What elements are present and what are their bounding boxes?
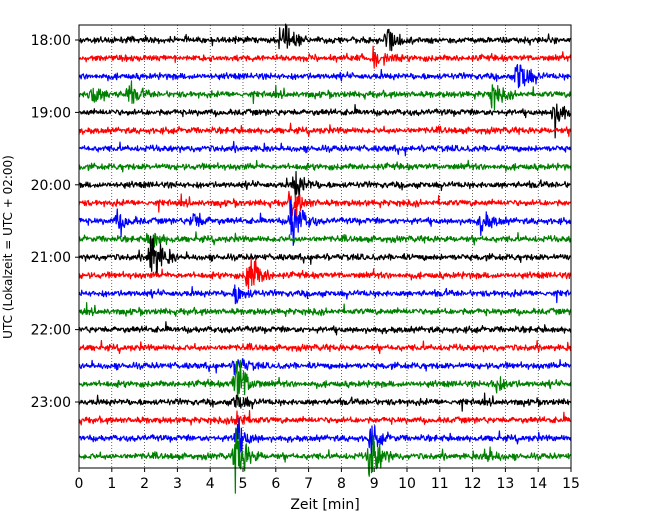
x-tick-label-8: 8: [337, 476, 346, 492]
trace-lines: [79, 24, 571, 493]
trace-1900: [79, 104, 571, 138]
trace-1945: [79, 160, 571, 172]
trace-1915: [79, 123, 571, 136]
x-tick-label-12: 12: [464, 476, 482, 492]
y-tick-label-1900: 19:00: [31, 105, 71, 121]
x-axis-ticks: 0 1 2 3 4 5 6 7 8 9 10 11 12 13 14 15: [75, 468, 580, 492]
x-tick-label-11: 11: [431, 476, 449, 492]
x-tick-label-9: 9: [370, 476, 379, 492]
x-tick-label-2: 2: [140, 476, 149, 492]
trace-2315: [79, 411, 571, 426]
y-tick-label-2100: 21:00: [31, 250, 71, 266]
x-tick-label-15: 15: [562, 476, 580, 492]
y-tick-label-2300: 23:00: [31, 395, 71, 411]
x-tick-label-6: 6: [271, 476, 280, 492]
x-tick-label-4: 4: [206, 476, 215, 492]
trace-2230: [79, 359, 571, 375]
trace-2015: [79, 191, 571, 219]
trace-2100: [79, 236, 571, 276]
trace-1800: [79, 24, 571, 51]
x-tick-label-14: 14: [529, 476, 547, 492]
trace-2130: [79, 285, 571, 304]
y-tick-label-2200: 22:00: [31, 323, 71, 339]
x-tick-label-10: 10: [398, 476, 416, 492]
y-tick-label-2000: 20:00: [31, 178, 71, 194]
trace-2215: [79, 340, 571, 353]
trace-1930: [79, 141, 571, 155]
x-axis-label: Zeit [min]: [290, 497, 359, 513]
x-tick-label-0: 0: [75, 476, 84, 492]
trace-1830: [79, 65, 571, 88]
x-tick-label-7: 7: [304, 476, 313, 492]
trace-2200: [79, 322, 571, 335]
y-axis-ticks: 18:00 19:00 20:00 21:00 22:00 23:00: [31, 33, 79, 411]
trace-2330: [79, 418, 571, 456]
trace-2300: [79, 393, 571, 411]
x-tick-label-3: 3: [173, 476, 182, 492]
trace-2000: [79, 172, 571, 200]
x-tick-label-5: 5: [239, 476, 248, 492]
trace-1815: [79, 46, 571, 68]
x-tick-label-13: 13: [496, 476, 514, 492]
x-tick-label-1: 1: [107, 476, 116, 492]
trace-2145: [79, 303, 571, 317]
trace-2115: [79, 258, 571, 289]
y-tick-label-1800: 18:00: [31, 33, 71, 49]
y-axis-label: UTC (Lokalzeit = UTC + 02:00): [1, 155, 15, 339]
trace-1845: [79, 81, 571, 110]
